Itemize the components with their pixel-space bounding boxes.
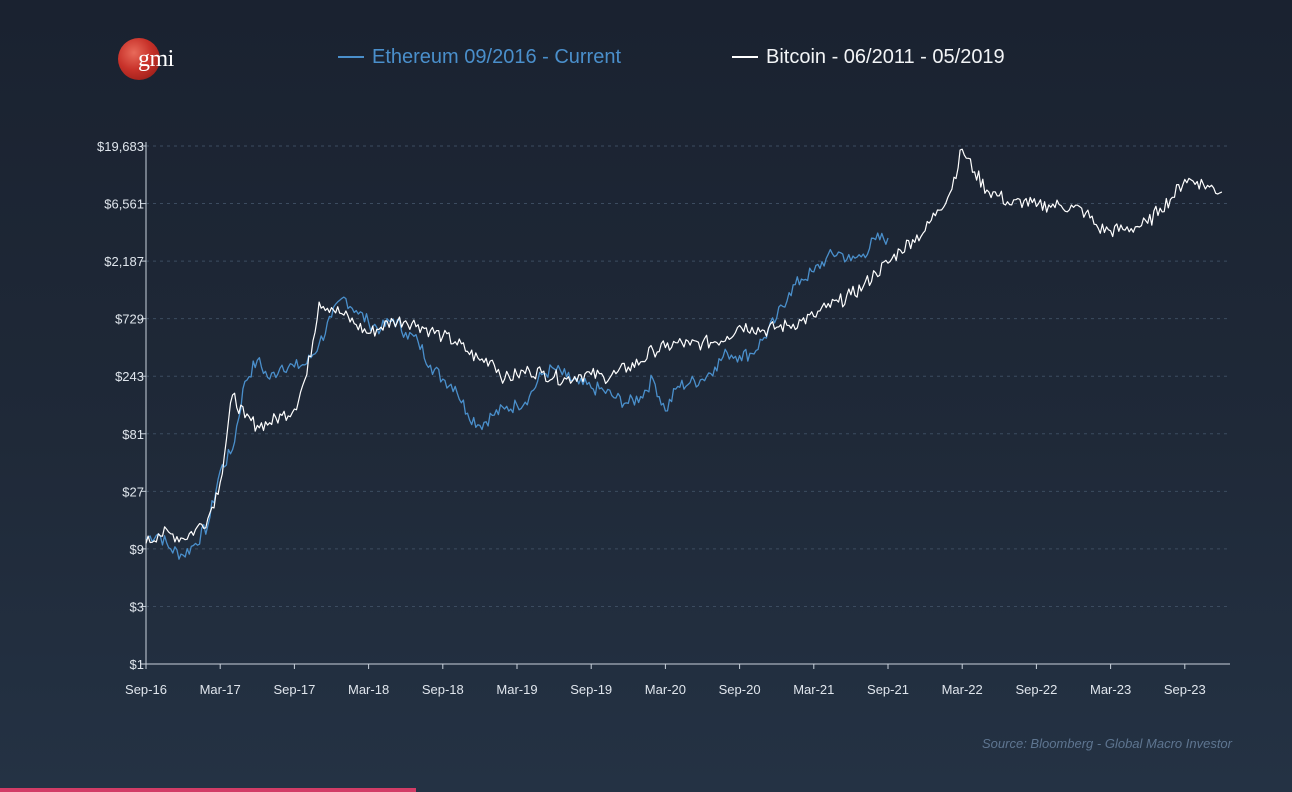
progress-strip bbox=[0, 788, 416, 792]
x-tick-label: Mar-18 bbox=[348, 682, 389, 697]
y-tick-label: $81 bbox=[122, 427, 144, 442]
x-tick-label: Sep-18 bbox=[422, 682, 464, 697]
y-tick-label: $6,561 bbox=[104, 197, 144, 212]
source-note: Source: Bloomberg - Global Macro Investo… bbox=[982, 736, 1232, 751]
red-sphere-icon bbox=[118, 38, 160, 80]
bitcoin-line bbox=[145, 148, 1223, 544]
gmi-logo: gmi bbox=[112, 36, 202, 86]
x-tick-label: Sep-16 bbox=[125, 682, 167, 697]
x-tick-label: Mar-21 bbox=[793, 682, 834, 697]
x-tick-label: Sep-17 bbox=[273, 682, 315, 697]
x-tick-label: Mar-22 bbox=[942, 682, 983, 697]
series-lines bbox=[145, 148, 1223, 560]
y-tick-label: $1 bbox=[130, 657, 144, 672]
y-tick-label: $27 bbox=[122, 484, 144, 499]
legend-ethereum-label: Ethereum 09/2016 - Current bbox=[372, 45, 622, 68]
x-axis-ticks: Sep-16 Mar-17 Sep-17 Mar-18 Sep-18 Mar-19 Sep-… bbox=[125, 664, 1206, 697]
legend-bitcoin-label: Bitcoin - 06/2011 - 05/2019 bbox=[766, 45, 1005, 68]
x-tick-label: Sep-19 bbox=[570, 682, 612, 697]
y-tick-label: $19,683 bbox=[97, 139, 144, 154]
y-tick-label: $729 bbox=[115, 312, 144, 327]
ethereum-line bbox=[145, 232, 889, 560]
y-axis-ticks: $1 $3 $9 $27 $81 $243 $729 $2,187 $6,561 $19,683 bbox=[97, 139, 146, 672]
legend-ethereum-swatch bbox=[338, 56, 364, 58]
legend-bitcoin: Bitcoin - 06/2011 - 05/2019 bbox=[732, 44, 1005, 70]
legend-bitcoin-swatch bbox=[732, 56, 758, 58]
x-tick-label: Sep-23 bbox=[1164, 682, 1206, 697]
x-tick-label: Sep-21 bbox=[867, 682, 909, 697]
y-tick-label: $2,187 bbox=[104, 254, 144, 269]
x-tick-label: Sep-22 bbox=[1015, 682, 1057, 697]
legend-ethereum: Ethereum 09/2016 - Current bbox=[338, 44, 621, 70]
x-tick-label: Mar-19 bbox=[496, 682, 537, 697]
x-tick-label: Mar-17 bbox=[200, 682, 241, 697]
gridlines bbox=[146, 145, 1230, 607]
y-tick-label: $9 bbox=[130, 542, 144, 557]
y-tick-label: $243 bbox=[115, 369, 144, 384]
y-tick-label: $3 bbox=[130, 599, 144, 614]
x-tick-label: Mar-23 bbox=[1090, 682, 1131, 697]
logo-text: gmi bbox=[138, 46, 174, 72]
x-tick-label: Mar-20 bbox=[645, 682, 686, 697]
x-tick-label: Sep-20 bbox=[719, 682, 761, 697]
